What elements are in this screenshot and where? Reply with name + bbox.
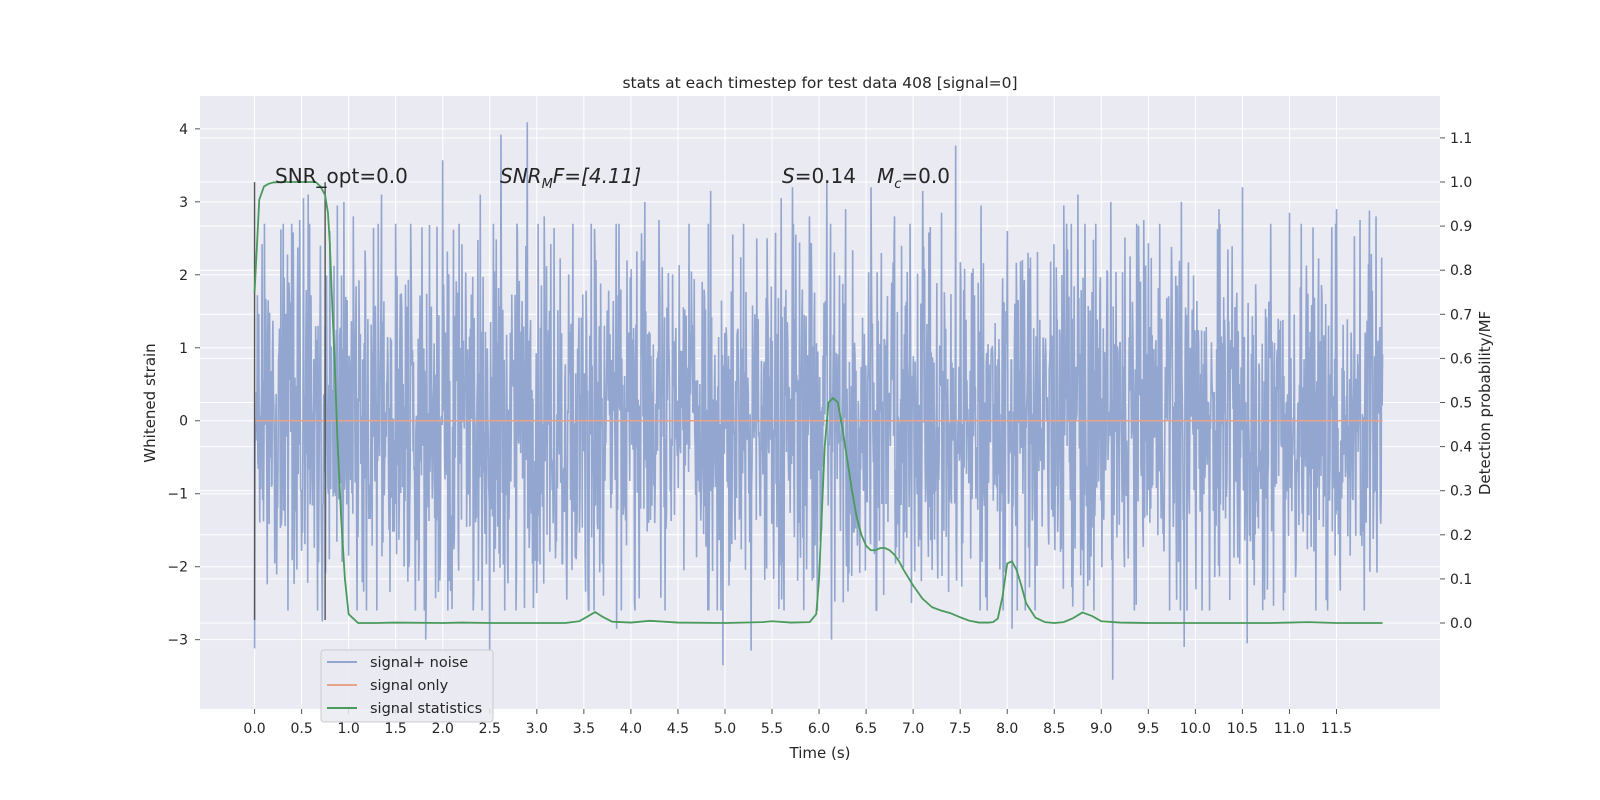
annotation-snr-mf-sub: M	[542, 177, 553, 192]
y-right-tick-label: 0.8	[1450, 263, 1472, 279]
series-signal-noise	[253, 122, 1384, 680]
x-tick-label: 7.5	[949, 721, 971, 737]
y-right-tick-label: 0.2	[1450, 528, 1472, 544]
x-tick-label: 2.0	[432, 721, 454, 737]
y-tick-label: 2	[179, 268, 188, 284]
x-tick-label: 3.0	[526, 721, 548, 737]
annotation-s-value: =0.14	[795, 164, 856, 188]
y-tick-label: 1	[179, 341, 188, 357]
x-tick-label: 11.0	[1274, 721, 1305, 737]
annotations: SNR_opt=0.0 SNRMF=[4.11] S=0.14 Mc=0.0	[275, 164, 950, 192]
y-tick-label: −2	[167, 560, 188, 576]
x-tick-label: 6.0	[808, 721, 830, 737]
x-tick-label: 0.0	[243, 721, 265, 737]
legend-box	[320, 649, 494, 723]
x-tick-label: 8.0	[996, 721, 1018, 737]
x-tick-label: 6.5	[855, 721, 877, 737]
y-right-tick-label: 0.6	[1450, 351, 1472, 367]
x-tick-label: 4.5	[667, 721, 689, 737]
y-tick-label: 0	[179, 414, 188, 430]
ticks: 0.0 0.5 1.0 1.5 2.0 2.5 3.0 3.5 4.0 4.5 5.0 5.5 6.0 6…	[167, 122, 1472, 737]
annotation-mc-value: =0.0	[901, 164, 950, 188]
y-tick-label: 3	[179, 195, 188, 211]
x-tick-label: 9.5	[1137, 721, 1159, 737]
x-tick-label: 9.0	[1090, 721, 1112, 737]
annotation-snr-mf-main: SNR	[500, 164, 542, 188]
x-tick-label: 8.5	[1043, 721, 1065, 737]
x-tick-label: 4.0	[620, 721, 642, 737]
legend-label-signal-noise: signal+ noise	[370, 655, 468, 671]
y-right-tick-label: 0.5	[1450, 396, 1472, 412]
annotation-mc: Mc=0.0	[877, 164, 950, 192]
series-layer	[253, 122, 1384, 680]
x-axis-label: Time (s)	[789, 744, 851, 762]
legend: signal+ noise signal only signal statist…	[320, 649, 494, 723]
y-right-tick-label: 0.0	[1450, 616, 1472, 632]
y-right-tick-label: 1.0	[1450, 175, 1472, 191]
y-right-tick-label: 0.4	[1450, 440, 1472, 456]
x-tick-label: 3.5	[573, 721, 595, 737]
x-tick-label: 2.5	[479, 721, 501, 737]
annotation-snr-mf-rest: F=[4.11]	[553, 164, 641, 188]
annotation-snr-mf: SNRMF=[4.11]	[500, 164, 641, 192]
y-right-tick-label: 0.1	[1450, 572, 1472, 588]
y-axis-label: Whitened strain	[141, 343, 159, 462]
series-signal-statistics	[253, 181, 1383, 624]
x-tick-label: 10.0	[1180, 721, 1211, 737]
y-right-tick-label: 0.3	[1450, 484, 1472, 500]
x-tick-label: 5.5	[761, 721, 783, 737]
x-tick-label: 7.0	[902, 721, 924, 737]
y-axis-right-label: Detection probability/MF	[1476, 311, 1494, 495]
legend-label-signal-only: signal only	[370, 678, 449, 694]
annotation-s-symbol: S	[782, 164, 795, 188]
annotation-mc-symbol: M	[877, 164, 894, 188]
x-tick-label: 0.5	[290, 721, 312, 737]
y-tick-label: 4	[179, 122, 188, 138]
y-tick-label: −1	[167, 487, 188, 503]
annotation-s: S=0.14	[782, 164, 856, 188]
y-tick-label: −3	[167, 633, 188, 649]
annotation-snr-opt: SNR_opt=0.0	[275, 164, 408, 188]
x-tick-label: 1.0	[338, 721, 360, 737]
annotation-mc-sub: c	[894, 177, 901, 192]
chart-title: stats at each timestep for test data 408…	[622, 74, 1017, 92]
y-right-tick-label: 0.7	[1450, 307, 1472, 323]
x-tick-label: 5.0	[714, 721, 736, 737]
y-right-tick-label: 0.9	[1450, 219, 1472, 235]
legend-label-signal-statistics: signal statistics	[370, 701, 482, 717]
x-tick-label: 10.5	[1227, 721, 1258, 737]
x-tick-label: 11.5	[1321, 721, 1352, 737]
y-right-tick-label: 1.1	[1450, 131, 1472, 147]
x-tick-label: 1.5	[385, 721, 407, 737]
